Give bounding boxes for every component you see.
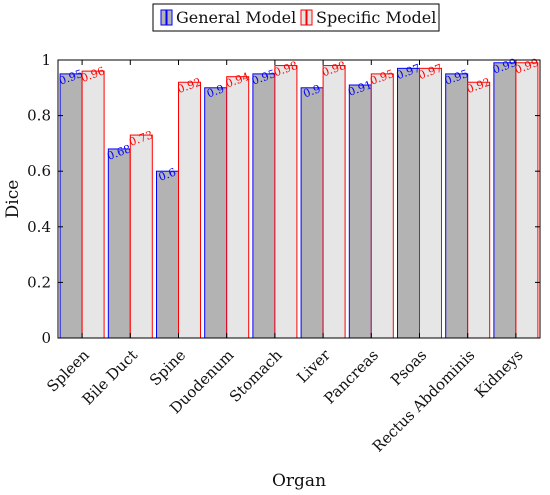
bar-general-model: [59, 73, 83, 339]
x-tick-label: Psoas: [387, 346, 430, 389]
bar-value-label: 0.9: [301, 82, 322, 100]
legend-label: Specific Model: [316, 8, 436, 27]
bar-general-model: [107, 148, 131, 339]
legend-swatch: [160, 9, 167, 26]
plot-frame: [57, 59, 541, 339]
legend-items: General Model Specific Model: [160, 8, 436, 27]
bar-general-model: [204, 87, 228, 339]
legend-swatch: [300, 9, 307, 26]
bar-specific-model: [178, 81, 201, 339]
bar-general-model: [493, 62, 517, 339]
y-axis-title: Dice: [3, 180, 23, 219]
legend-swatch: [306, 9, 313, 26]
legend-label: General Model: [176, 8, 296, 27]
bar-general-model: [156, 170, 179, 339]
x-tick-label: Stomach: [226, 346, 286, 406]
bar-value-label: 0.6: [157, 166, 178, 184]
legend: General Model Specific Model: [152, 3, 440, 32]
bar-specific-model: [419, 67, 442, 339]
y-tick-label: 1: [41, 51, 51, 69]
y-axis: 0 0.2 0.4 0.6 0.8 1: [27, 51, 540, 347]
y-tick-label: 0: [41, 329, 51, 347]
x-axis-title: Organ: [272, 471, 326, 491]
bar-general-model: [252, 73, 276, 339]
x-tick-label: Liver: [293, 345, 334, 386]
legend-box: [152, 3, 440, 32]
bar-specific-model: [322, 65, 346, 339]
bar-value-label: 0.9: [205, 82, 226, 100]
y-tick-label: 0.4: [27, 218, 51, 236]
bar-specific-model: [274, 65, 298, 339]
bar-specific-model: [467, 81, 491, 339]
x-tick-label: Spine: [146, 346, 189, 389]
bar-specific-model: [226, 76, 250, 339]
bar-specific-model: [129, 134, 153, 339]
y-tick-label: 0.8: [27, 107, 51, 125]
bars-layer: 0.950.960.680.730.60.92 0.90.940.950.980.…: [57, 56, 540, 339]
y-tick-label: 0.2: [27, 273, 51, 291]
bar-general-model: [397, 67, 420, 339]
bar-general-model: [348, 84, 372, 339]
bar-specific-model: [370, 73, 394, 339]
x-tick-label: Kidneys: [471, 346, 526, 401]
bar-specific-model: [81, 70, 105, 339]
y-tick-label: 0.6: [27, 162, 51, 180]
bar-general-model: [445, 73, 469, 339]
bar-specific-model: [515, 62, 539, 339]
bar-general-model: [300, 87, 324, 339]
legend-swatch: [166, 9, 173, 26]
